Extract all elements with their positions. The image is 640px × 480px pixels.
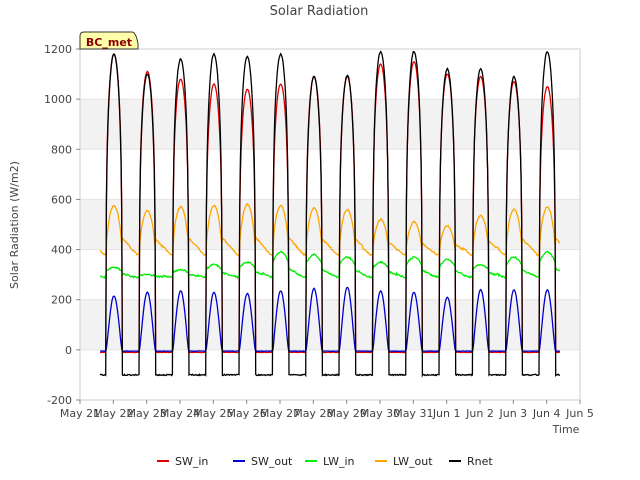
series-line-sw-in [99,53,560,354]
x-tick-label: May 23 [127,407,167,420]
y-tick-label: 0 [65,344,72,357]
x-tick-label: May 24 [160,407,200,420]
y-tick-label: 200 [51,294,72,307]
x-tick-label: Jun 5 [565,407,594,420]
legend-label: SW_out [251,455,293,468]
series-line-lw-in [99,250,561,281]
x-tick-label: Jun 2 [465,407,494,420]
background-band [80,99,580,150]
annotation-badge: BC_met [79,31,139,50]
y-axis-ticks: -200 0 200 400 600 800 1000 1200 [44,43,80,407]
x-tick-label: May 28 [293,407,333,420]
x-tick-label: May 26 [227,407,267,420]
series-line-rnet [99,50,560,378]
x-tick-label: May 21 [60,407,100,420]
plot-frame [79,48,581,401]
legend: SW_in SW_out LW_in LW_out Rnet [157,455,493,468]
series-group [99,50,561,378]
x-tick-label: May 22 [93,407,133,420]
y-axis-label: Solar Radiation (W/m2) [8,161,21,289]
background-band [80,199,580,250]
y-tick-label: 800 [51,143,72,156]
x-tick-label: Jun 1 [432,407,461,420]
series-line-lw-out [99,202,561,257]
x-tick-label: May 29 [327,407,367,420]
x-axis-label: Time [552,423,580,436]
annotation-badge-text: BC_met [86,36,132,49]
legend-label: Rnet [467,455,493,468]
x-tick-label: Jun 4 [532,407,561,420]
background-bands [80,99,580,350]
y-tick-label: 600 [51,193,72,206]
x-tick-label: May 30 [360,407,400,420]
x-tick-label: May 31 [393,407,433,420]
series-line-sw-out [100,286,561,353]
y-tick-label: 1000 [44,93,72,106]
y-tick-label: 1200 [44,43,72,56]
legend-label: SW_in [175,455,208,468]
x-tick-label: May 25 [193,407,233,420]
y-tick-label: -200 [47,394,72,407]
y-tick-label: 400 [51,244,72,257]
chart-title: Solar Radiation [270,4,369,19]
x-tick-label: Jun 3 [498,407,527,420]
legend-label: LW_out [393,455,433,468]
legend-label: LW_in [323,455,355,468]
x-tick-label: May 27 [260,407,300,420]
background-band [80,299,580,350]
